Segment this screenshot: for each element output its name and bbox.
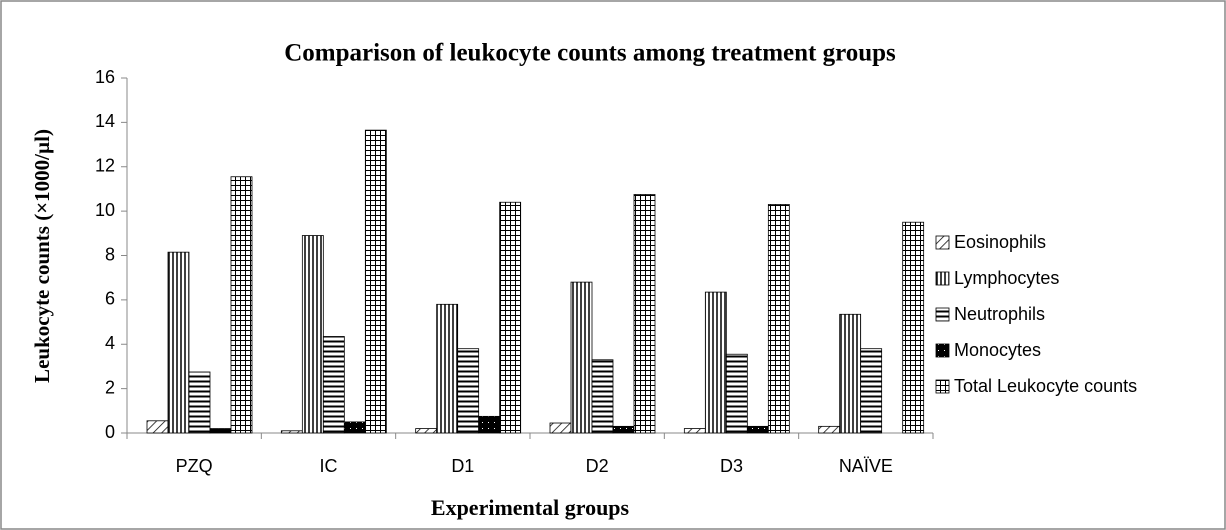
x-tick-label: IC xyxy=(320,456,338,476)
bar xyxy=(839,313,862,434)
y-tick-label: 12 xyxy=(95,156,115,176)
bar xyxy=(818,425,841,434)
bar xyxy=(364,129,387,434)
legend-swatch xyxy=(935,271,950,286)
x-tick-label: PZQ xyxy=(176,456,213,476)
bar xyxy=(549,422,572,434)
y-tick-label: 2 xyxy=(105,377,115,397)
bar xyxy=(457,348,480,434)
legend-label: Monocytes xyxy=(954,340,1041,360)
x-tick-label: D1 xyxy=(451,456,474,476)
legend-label: Lymphocytes xyxy=(954,268,1059,288)
bar xyxy=(499,201,522,434)
x-tick-label: D3 xyxy=(720,456,743,476)
bar xyxy=(591,359,614,434)
bar xyxy=(704,291,727,434)
bar xyxy=(860,348,883,434)
bar xyxy=(230,176,253,434)
bar xyxy=(415,428,438,434)
bar xyxy=(188,371,211,434)
bar xyxy=(683,428,706,434)
legend-label: Total Leukocyte counts xyxy=(954,376,1137,396)
bar xyxy=(322,336,345,434)
bar xyxy=(570,281,593,434)
bar xyxy=(612,425,635,434)
y-tick-label: 6 xyxy=(105,289,115,309)
bar xyxy=(478,415,501,434)
bar xyxy=(343,421,366,434)
bar xyxy=(301,235,324,434)
bar xyxy=(167,251,190,434)
legend-label: Eosinophils xyxy=(954,232,1046,252)
legend-label: Neutrophils xyxy=(954,304,1045,324)
y-tick-label: 16 xyxy=(95,67,115,87)
bar xyxy=(633,194,656,434)
y-tick-label: 10 xyxy=(95,200,115,220)
legend-swatch xyxy=(935,307,950,322)
bar xyxy=(902,221,925,434)
bar xyxy=(280,430,303,434)
legend-swatch xyxy=(935,343,950,358)
legend-swatch xyxy=(935,379,950,394)
y-tick-label: 14 xyxy=(95,111,115,131)
bar xyxy=(146,420,169,434)
y-axis-label: Leukocyte counts (×1000/µl) xyxy=(30,129,54,383)
bar xyxy=(209,428,232,434)
legend-swatch xyxy=(935,235,950,250)
x-tick-label: NAÏVE xyxy=(839,456,893,476)
x-axis-label: Experimental groups xyxy=(431,495,630,520)
chart-title: Comparison of leukocyte counts among tre… xyxy=(284,40,896,67)
bar xyxy=(767,204,790,434)
x-tick-label: D2 xyxy=(586,456,609,476)
bar xyxy=(746,425,769,434)
y-tick-label: 0 xyxy=(105,422,115,442)
bar xyxy=(725,353,748,434)
y-tick-label: 8 xyxy=(105,244,115,264)
y-tick-label: 4 xyxy=(105,333,115,353)
bar xyxy=(436,303,459,434)
